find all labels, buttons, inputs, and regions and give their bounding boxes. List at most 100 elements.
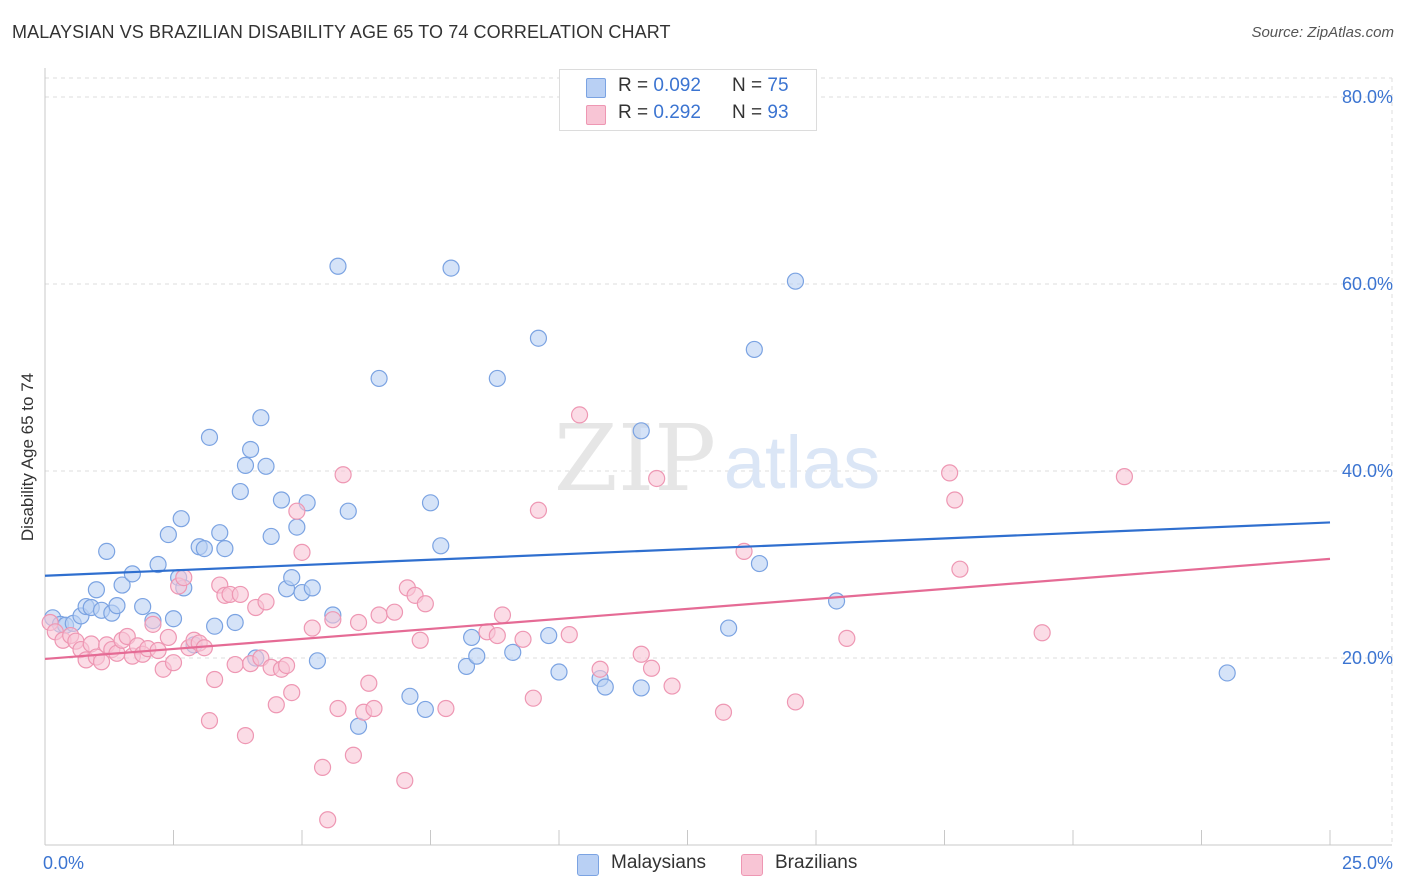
x-tick-label: 0.0% xyxy=(43,853,84,873)
brazilian-point xyxy=(529,501,548,519)
watermark-atlas: atlas xyxy=(724,421,880,504)
brazilian-point xyxy=(334,466,352,484)
malaysian-point xyxy=(550,663,568,681)
brazilian-point xyxy=(941,464,959,482)
malaysian-point xyxy=(272,491,291,509)
malaysian-point xyxy=(504,643,522,661)
brazilian-point xyxy=(283,683,301,702)
legend-r-value: 0.292 xyxy=(653,102,701,123)
brazilian-point xyxy=(514,630,532,648)
brazilian-point xyxy=(488,626,506,645)
malaysian-point xyxy=(134,597,152,616)
chart-title: MALAYSIAN VS BRAZILIAN DISABILITY AGE 65… xyxy=(12,22,671,42)
malaysian-point xyxy=(1218,664,1236,682)
brazilian-point xyxy=(560,626,578,644)
brazilian-point xyxy=(206,670,224,689)
brazilian-point xyxy=(344,746,362,764)
malaysian-point xyxy=(827,592,846,610)
brazilian-point xyxy=(288,502,306,520)
brazilian-point xyxy=(632,645,650,663)
brazilian-point xyxy=(1033,624,1051,642)
bottom-legend: Malaysians Brazilians xyxy=(0,852,1406,876)
legend-r: R = 0.092 xyxy=(618,75,701,97)
brazilian-point xyxy=(164,654,183,672)
brazilian-point xyxy=(370,606,388,624)
malaysian-point xyxy=(632,422,650,440)
brazilian-point xyxy=(493,606,512,624)
malaysian-point xyxy=(123,565,141,583)
brazilian-point xyxy=(324,611,342,629)
brazilian-point xyxy=(416,595,434,613)
malaysian-point xyxy=(632,679,650,697)
malaysian-point xyxy=(252,409,270,427)
legend-n: N = 93 xyxy=(732,102,789,124)
brazilian-point xyxy=(319,811,337,829)
malaysian-point xyxy=(468,647,486,665)
brazilian-point xyxy=(277,656,296,675)
brazilian-point xyxy=(200,712,219,730)
brazilian-point xyxy=(385,603,404,621)
brazilian-point xyxy=(1115,468,1134,486)
brazilian-point xyxy=(267,696,285,714)
malaysian-point xyxy=(442,259,460,277)
brazilian-point xyxy=(648,469,666,488)
malaysian-point xyxy=(113,576,131,594)
malaysian-point xyxy=(262,527,280,546)
malaysian-point xyxy=(303,579,321,597)
malaysian-point xyxy=(786,272,805,290)
brazilian-point xyxy=(946,491,964,509)
malaysian-point xyxy=(416,700,434,719)
brazilian-point xyxy=(349,613,368,632)
y-tick-label: 60.0% xyxy=(1342,274,1393,294)
malaysian-point xyxy=(164,610,183,628)
y-tick-label: 80.0% xyxy=(1342,87,1393,107)
brazilian-point xyxy=(226,655,244,674)
data-points xyxy=(41,257,1236,829)
malaysian-point xyxy=(596,678,614,696)
malaysian-point xyxy=(108,597,126,615)
malaysian-point xyxy=(283,568,301,587)
brazilian-point xyxy=(411,631,429,649)
y-axis-label: Disability Age 65 to 74 xyxy=(18,373,37,541)
malaysian-point xyxy=(308,652,327,670)
malaysian-point xyxy=(529,329,548,347)
brazilian-point xyxy=(257,593,275,611)
axes xyxy=(44,68,1392,846)
malaysian-point xyxy=(457,657,476,676)
source-label: Source: ZipAtlas.com xyxy=(1251,24,1394,41)
brazilian-point xyxy=(591,660,609,678)
brazilian-point xyxy=(838,629,856,647)
malaysian-point xyxy=(257,457,275,475)
malaysian-point xyxy=(421,494,440,512)
malaysian-point xyxy=(339,502,357,520)
malaysian-point xyxy=(195,540,213,558)
tick-labels: 20.0% 40.0% 60.0% 80.0% 0.0% 25.0% xyxy=(43,87,1393,873)
legend-r-label: R = xyxy=(618,75,649,96)
malaysian-point xyxy=(211,524,229,542)
legend-r: R = 0.292 xyxy=(618,102,701,124)
malaysian-point xyxy=(216,540,234,558)
malaysian-point xyxy=(200,428,219,446)
trend-lines xyxy=(44,521,1331,661)
brazilian-point xyxy=(570,406,589,424)
bottom-legend-label-malaysians: Malaysians xyxy=(611,852,707,873)
y-tick-label: 40.0% xyxy=(1342,461,1393,481)
malaysian-point xyxy=(401,687,419,705)
brazilian-point xyxy=(293,543,311,561)
bottom-legend-label-brazilians: Brazilians xyxy=(775,852,858,873)
brazilian-point xyxy=(663,677,681,695)
malaysian-trend-line xyxy=(44,521,1331,577)
brazilian-point xyxy=(236,727,255,745)
malaysian-point xyxy=(226,613,244,632)
brazilian-point xyxy=(231,585,249,604)
brazilian-point xyxy=(437,699,455,718)
brazilian-point xyxy=(144,615,162,633)
malaysian-point xyxy=(87,581,106,599)
legend-r-value: 0.092 xyxy=(653,75,701,96)
malaysian-point xyxy=(540,626,558,645)
brazilian-point xyxy=(951,560,969,578)
brazilian-point xyxy=(329,699,347,718)
malaysian-point xyxy=(206,617,224,635)
legend-swatch-malaysians xyxy=(586,78,606,98)
brazilian-point xyxy=(175,568,193,587)
